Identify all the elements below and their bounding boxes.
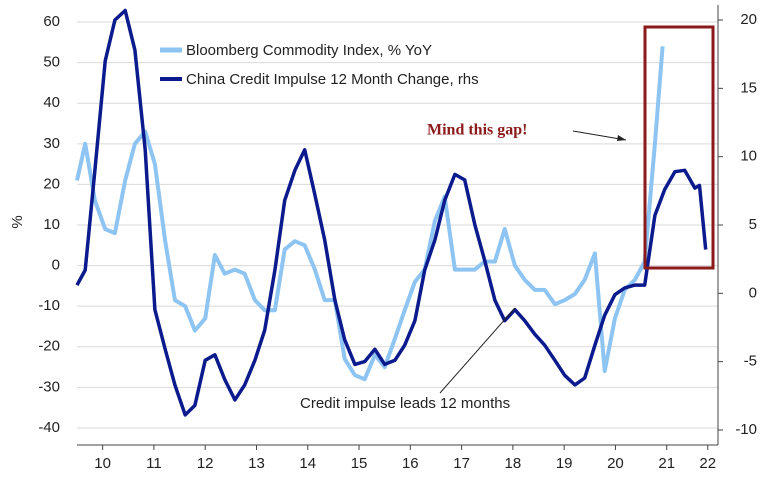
y2-tick-label: 0 <box>749 284 757 301</box>
series-line <box>75 46 665 382</box>
y-tick-label: 0 <box>52 257 60 274</box>
y2-tick-label: -10 <box>735 421 757 438</box>
y-axis-label: % <box>9 215 26 228</box>
y-tick-label: 10 <box>43 216 60 233</box>
x-tick-label: 22 <box>699 455 716 472</box>
x-tick-label: 19 <box>556 455 573 472</box>
x-tick-label: 21 <box>658 455 675 472</box>
x-tick-label: 18 <box>505 455 522 472</box>
y-tick-label: -10 <box>38 297 60 314</box>
y-tick-label: -40 <box>38 419 60 436</box>
x-tick-label: 12 <box>197 455 214 472</box>
x-tick-label: 20 <box>607 455 624 472</box>
y-tick-label: 30 <box>43 135 60 152</box>
x-tick-label: 13 <box>248 455 265 472</box>
y-tick-label: -30 <box>38 378 60 395</box>
y-tick-label: 20 <box>43 175 60 192</box>
y-tick-label: 40 <box>43 94 60 111</box>
x-tick-label: 17 <box>453 455 470 472</box>
legend-label: China Credit Impulse 12 Month Change, rh… <box>186 71 479 88</box>
y-tick-label: 60 <box>43 13 60 30</box>
y2-tick-label: 5 <box>749 216 757 233</box>
y-tick-label: -20 <box>38 338 60 355</box>
lines <box>75 8 708 417</box>
series-line <box>75 8 708 417</box>
y2-tick-label: 15 <box>740 79 757 96</box>
y2-tick-label: 10 <box>740 148 757 165</box>
x-tick-label: 15 <box>351 455 368 472</box>
y2-tick-label: -5 <box>744 353 757 370</box>
x-tick-label: 16 <box>402 455 419 472</box>
x-tick-label: 14 <box>299 455 316 472</box>
y2-tick-label: 20 <box>740 11 757 28</box>
x-tick-label: 11 <box>146 455 162 472</box>
lead-arrow <box>439 307 516 394</box>
highlight-box <box>643 25 715 270</box>
y-tick-label: 50 <box>43 54 60 71</box>
legend-label: Bloomberg Commodity Index, % YoY <box>186 42 432 59</box>
gap-arrow <box>572 130 627 141</box>
grid <box>77 21 718 429</box>
gap-annotation: Mind this gap! <box>427 122 527 139</box>
gap-arrowhead <box>617 135 626 141</box>
x-tick-label: 10 <box>94 455 111 472</box>
lead-annotation: Credit impulse leads 12 months <box>300 395 510 412</box>
